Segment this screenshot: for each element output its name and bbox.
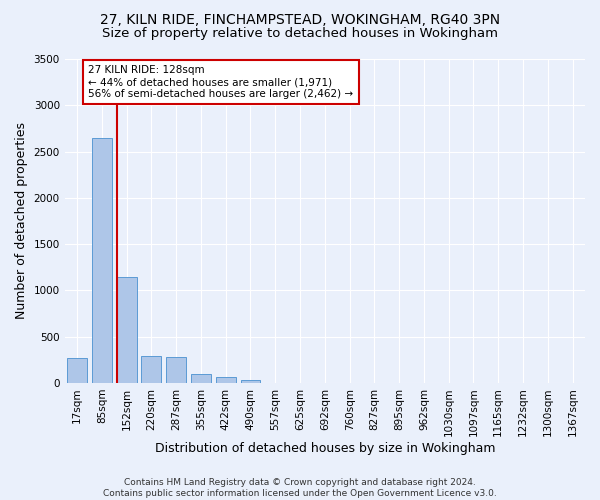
Bar [241,380,260,383]
Bar [92,138,112,383]
Y-axis label: Number of detached properties: Number of detached properties [15,122,28,320]
Bar [166,357,186,383]
Bar [191,374,211,383]
Bar [117,278,137,383]
X-axis label: Distribution of detached houses by size in Wokingham: Distribution of detached houses by size … [155,442,495,455]
Text: 27, KILN RIDE, FINCHAMPSTEAD, WOKINGHAM, RG40 3PN: 27, KILN RIDE, FINCHAMPSTEAD, WOKINGHAM,… [100,12,500,26]
Text: 27 KILN RIDE: 128sqm
← 44% of detached houses are smaller (1,971)
56% of semi-de: 27 KILN RIDE: 128sqm ← 44% of detached h… [88,66,353,98]
Text: Contains HM Land Registry data © Crown copyright and database right 2024.
Contai: Contains HM Land Registry data © Crown c… [103,478,497,498]
Bar [67,358,87,383]
Bar [142,356,161,383]
Bar [216,378,236,383]
Text: Size of property relative to detached houses in Wokingham: Size of property relative to detached ho… [102,28,498,40]
